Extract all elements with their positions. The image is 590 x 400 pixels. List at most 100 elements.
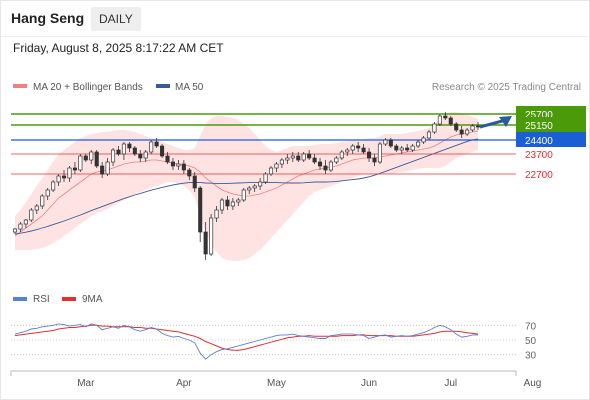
candle-body xyxy=(29,209,34,221)
candle-body xyxy=(279,159,284,165)
candle-body xyxy=(448,117,453,125)
candle-body xyxy=(209,217,214,255)
chart-date: Friday, August 8, 2025 8:17:22 AM CET xyxy=(13,41,224,55)
x-tick-label: May xyxy=(267,378,286,389)
candle-body xyxy=(40,195,45,207)
candle-body xyxy=(154,141,159,147)
candle-body xyxy=(236,199,241,203)
candle-body xyxy=(132,147,137,155)
x-tick-label: Mar xyxy=(77,378,95,389)
rsi-tick-label: 50 xyxy=(525,336,537,347)
level-label-25700: 25700 xyxy=(525,110,553,121)
level-label-23700: 23700 xyxy=(525,150,553,161)
chart-header: Hang Seng DAILY xyxy=(0,0,590,37)
forecast-arrow-head xyxy=(499,116,512,127)
candle-body xyxy=(383,139,388,145)
candle-body xyxy=(361,147,366,153)
candle-body xyxy=(443,115,448,119)
candle-body xyxy=(94,151,99,167)
candle-body xyxy=(67,167,72,179)
candle-body xyxy=(356,145,361,149)
candle-body xyxy=(198,187,203,233)
x-tick-label: Apr xyxy=(176,378,192,389)
x-tick-label: Jul xyxy=(444,378,457,389)
candle-body xyxy=(127,143,132,149)
candle-body xyxy=(138,153,143,159)
x-tick-label: Aug xyxy=(524,378,542,389)
candle-body xyxy=(56,175,61,183)
candle-body xyxy=(116,149,121,155)
level-tag-24400 xyxy=(516,132,586,147)
candle-body xyxy=(372,157,377,163)
candle-body xyxy=(426,131,432,139)
period-selector[interactable]: DAILY xyxy=(91,7,141,31)
candle-body xyxy=(176,163,181,167)
candle-body xyxy=(247,187,252,191)
rsi-ma-line xyxy=(14,324,479,351)
candle-body xyxy=(285,157,290,161)
candle-body xyxy=(437,115,442,125)
rsi-line xyxy=(14,323,478,360)
candle-body xyxy=(258,181,263,187)
forecast-arrow-shaft xyxy=(479,118,507,129)
candle-body xyxy=(350,145,355,151)
candle-body xyxy=(459,129,464,135)
level-label-24400: 24400 xyxy=(525,136,553,147)
candle-body xyxy=(323,165,328,171)
instrument-title: Hang Seng xyxy=(11,10,85,26)
candle-body xyxy=(268,167,274,175)
rsi-ma-legend-label: 9MA xyxy=(82,294,103,305)
candle-body xyxy=(149,141,154,153)
candle-body xyxy=(18,223,23,230)
main-legend: MA 20 + Bollinger Bands MA 50 Research ©… xyxy=(13,82,581,93)
candle-body xyxy=(72,167,77,171)
candle-body xyxy=(317,161,323,167)
candle-body xyxy=(181,163,186,171)
ma20-legend-label: MA 20 + Bollinger Bands xyxy=(33,82,143,93)
bollinger-band-area xyxy=(15,112,478,261)
candle-body xyxy=(45,189,50,197)
candle-body xyxy=(339,151,344,159)
candle-body xyxy=(328,161,333,171)
candle-body xyxy=(51,181,56,191)
ma20-legend-swatch xyxy=(13,84,27,88)
candle-body xyxy=(454,123,459,131)
candle-body xyxy=(165,155,170,163)
candle-body xyxy=(274,163,279,169)
candle-body xyxy=(187,169,192,177)
candle-body xyxy=(252,185,257,189)
candle-body xyxy=(230,201,235,207)
candle-body xyxy=(121,143,126,155)
candle-body xyxy=(475,125,481,128)
candle-body xyxy=(405,147,410,151)
candle-body xyxy=(465,129,470,135)
level-tag-25150 xyxy=(516,117,586,132)
rsi-tick-label: 30 xyxy=(525,351,537,362)
candle-body xyxy=(312,157,317,163)
ma50-legend-swatch xyxy=(156,84,170,88)
candle-body xyxy=(61,175,67,179)
candle-body xyxy=(89,151,94,161)
candle-body xyxy=(34,205,39,211)
candle-body xyxy=(399,147,404,151)
candle-body xyxy=(100,165,105,175)
candle-body xyxy=(470,125,475,131)
candle-body xyxy=(203,231,208,255)
candle-body xyxy=(241,189,246,201)
candle-body xyxy=(225,199,230,207)
x-tick-label: Jun xyxy=(361,378,377,389)
ma50-legend-label: MA 50 xyxy=(175,82,204,93)
rsi-tick-label: 70 xyxy=(525,321,537,332)
rsi-legend-label: RSI xyxy=(33,294,50,305)
rsi-legend: RSI 9MA xyxy=(13,294,103,305)
candle-body xyxy=(394,145,399,151)
candle-body xyxy=(214,209,219,219)
credit-text: Research © 2025 Trading Central xyxy=(432,82,581,93)
candle-body xyxy=(83,155,88,161)
candle-body xyxy=(334,157,339,163)
candle-body xyxy=(290,155,295,159)
candle-body xyxy=(410,145,415,151)
candle-body xyxy=(432,123,437,133)
